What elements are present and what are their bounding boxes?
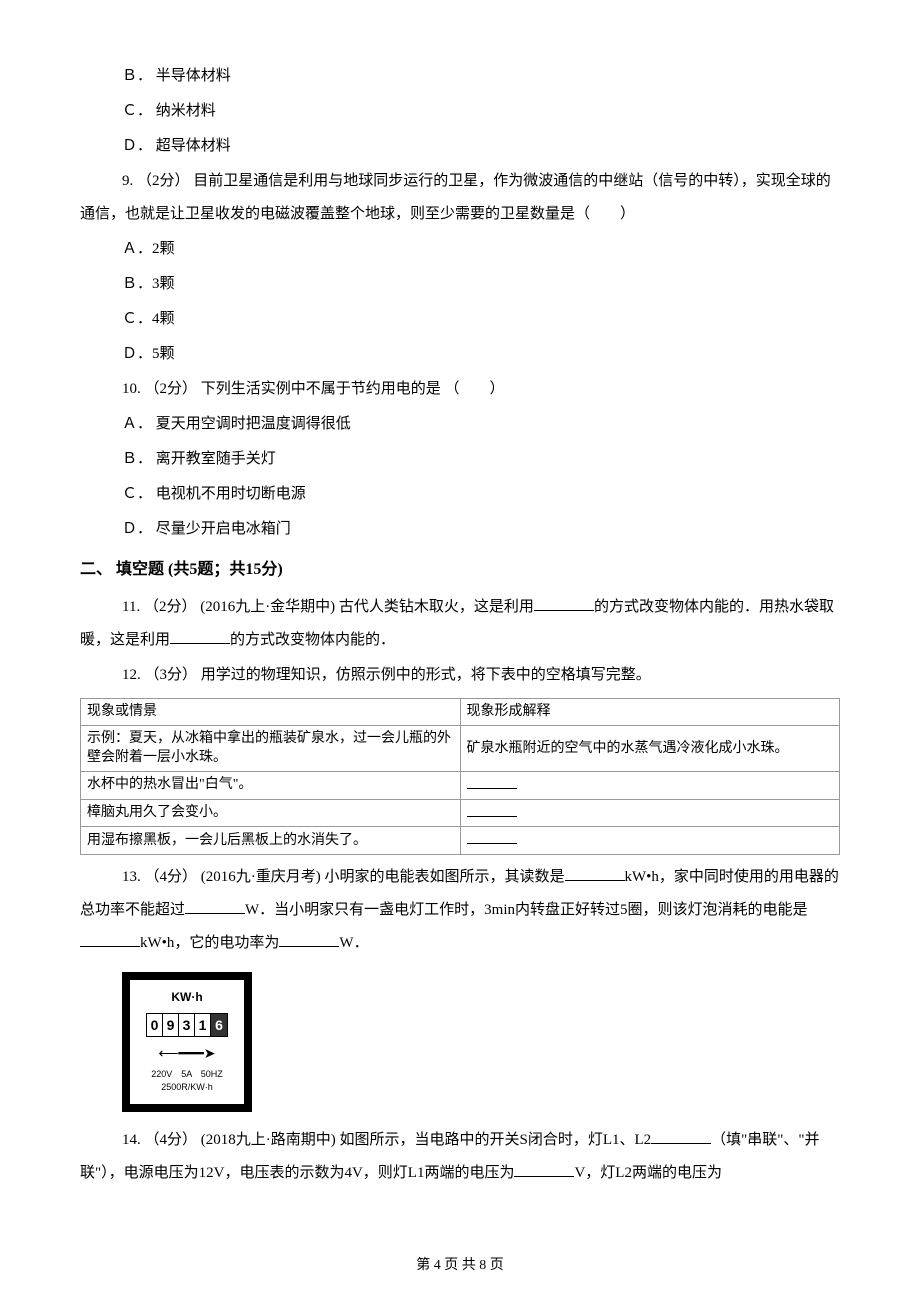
q13-text-5: W． <box>339 935 368 951</box>
energy-meter-figure: KW·h 0 9 3 1 6 ⟵━━━➤ 220V 5A 50HZ 2500R/… <box>122 972 252 1112</box>
q14-stem: 14. （4分） (2018九上·路南期中) 如图所示，当电路中的开关S闭合时，… <box>80 1124 840 1190</box>
q14-blank-2[interactable] <box>514 1162 574 1177</box>
q11-blank-1[interactable] <box>534 596 594 611</box>
meter-digit: 9 <box>163 1014 179 1036</box>
table-row: 樟脑丸用久了会变小。 <box>81 799 840 827</box>
table-header-1: 现象或情景 <box>81 699 461 726</box>
q13-blank-2[interactable] <box>185 899 245 914</box>
table-cell: 示例：夏天，从冰箱中拿出的瓶装矿泉水，过一会儿瓶的外壁会附着一层小水珠。 <box>81 725 461 771</box>
table-row: 用湿布擦黑板，一会儿后黑板上的水消失了。 <box>81 827 840 855</box>
q13-stem: 13. （4分） (2016九·重庆月考) 小明家的电能表如图所示，其读数是 kW… <box>80 861 840 960</box>
table-header-2: 现象形成解释 <box>460 699 840 726</box>
q14-text-1: 14. （4分） (2018九上·路南期中) 如图所示，当电路中的开关S闭合时，… <box>122 1132 651 1148</box>
q13-blank-3[interactable] <box>80 932 140 947</box>
table-cell: 矿泉水瓶附近的空气中的水蒸气遇冷液化成小水珠。 <box>460 725 840 771</box>
q10-option-b: Ｂ． 离开教室随手关灯 <box>80 443 840 476</box>
q12-table: 现象或情景 现象形成解释 示例：夏天，从冰箱中拿出的瓶装矿泉水，过一会儿瓶的外壁… <box>80 698 840 855</box>
q13-blank-1[interactable] <box>565 866 625 881</box>
section2-header: 二、 填空题 (共5题；共15分) <box>80 552 840 587</box>
q11-blank-2[interactable] <box>170 629 230 644</box>
q10-option-a: Ａ． 夏天用空调时把温度调得很低 <box>80 408 840 441</box>
q9-stem: 9. （2分） 目前卫星通信是利用与地球同步运行的卫星，作为微波通信的中继站（信… <box>80 165 840 231</box>
table-cell-blank[interactable] <box>460 771 840 799</box>
table-cell: 樟脑丸用久了会变小。 <box>81 799 461 827</box>
page-footer: 第 4 页 共 8 页 <box>0 1251 920 1282</box>
q10-option-d: Ｄ． 尽量少开启电冰箱门 <box>80 513 840 546</box>
meter-spec: 220V 5A 50HZ 2500R/KW·h <box>151 1068 223 1093</box>
q10-option-c: Ｃ． 电视机不用时切断电源 <box>80 478 840 511</box>
q9-option-a: Ａ．2颗 <box>80 233 840 266</box>
q11-text-1: 11. （2分） (2016九上·金华期中) 古代人类钻木取火，这是利用 <box>122 599 534 615</box>
q9-option-c: Ｃ．4颗 <box>80 303 840 336</box>
q9-option-d: Ｄ．5颗 <box>80 338 840 371</box>
meter-spec-line2: 2500R/KW·h <box>151 1081 223 1094</box>
q14-blank-1[interactable] <box>651 1129 711 1144</box>
table-cell-blank[interactable] <box>460 827 840 855</box>
q12-stem: 12. （3分） 用学过的物理知识，仿照示例中的形式，将下表中的空格填写完整。 <box>80 659 840 692</box>
q8-option-c: Ｃ． 纳米材料 <box>80 95 840 128</box>
q8-option-b: Ｂ． 半导体材料 <box>80 60 840 93</box>
meter-reading: 0 9 3 1 6 <box>146 1013 228 1037</box>
meter-arrow-icon: ⟵━━━➤ <box>158 1046 215 1060</box>
q9-option-b: Ｂ．3颗 <box>80 268 840 301</box>
table-row: 示例：夏天，从冰箱中拿出的瓶装矿泉水，过一会儿瓶的外壁会附着一层小水珠。 矿泉水… <box>81 725 840 771</box>
table-row: 现象或情景 现象形成解释 <box>81 699 840 726</box>
meter-digit: 0 <box>147 1014 163 1036</box>
q13-text-1: 13. （4分） (2016九·重庆月考) 小明家的电能表如图所示，其读数是 <box>122 869 565 885</box>
q10-stem: 10. （2分） 下列生活实例中不属于节约用电的是 （ ） <box>80 373 840 406</box>
meter-unit-label: KW·h <box>171 990 202 1004</box>
q8-option-d: Ｄ． 超导体材料 <box>80 130 840 163</box>
meter-digit: 1 <box>195 1014 211 1036</box>
q11-text-3: 的方式改变物体内能的． <box>230 632 395 648</box>
q11-stem: 11. （2分） (2016九上·金华期中) 古代人类钻木取火，这是利用的方式改… <box>80 591 840 657</box>
q13-text-4: kW•h，它的电功率为 <box>140 935 279 951</box>
meter-digit: 3 <box>179 1014 195 1036</box>
table-cell: 水杯中的热水冒出"白气"。 <box>81 771 461 799</box>
table-row: 水杯中的热水冒出"白气"。 <box>81 771 840 799</box>
meter-digit: 6 <box>211 1014 227 1036</box>
meter-spec-line1: 220V 5A 50HZ <box>151 1068 223 1081</box>
q13-text-3: W．当小明家只有一盏电灯工作时，3min内转盘正好转过5圈，则该灯泡消耗的电能是 <box>245 902 808 918</box>
table-cell-blank[interactable] <box>460 799 840 827</box>
q14-text-3: V，灯L2两端的电压为 <box>574 1165 722 1181</box>
table-cell: 用湿布擦黑板，一会儿后黑板上的水消失了。 <box>81 827 461 855</box>
q13-blank-4[interactable] <box>279 932 339 947</box>
